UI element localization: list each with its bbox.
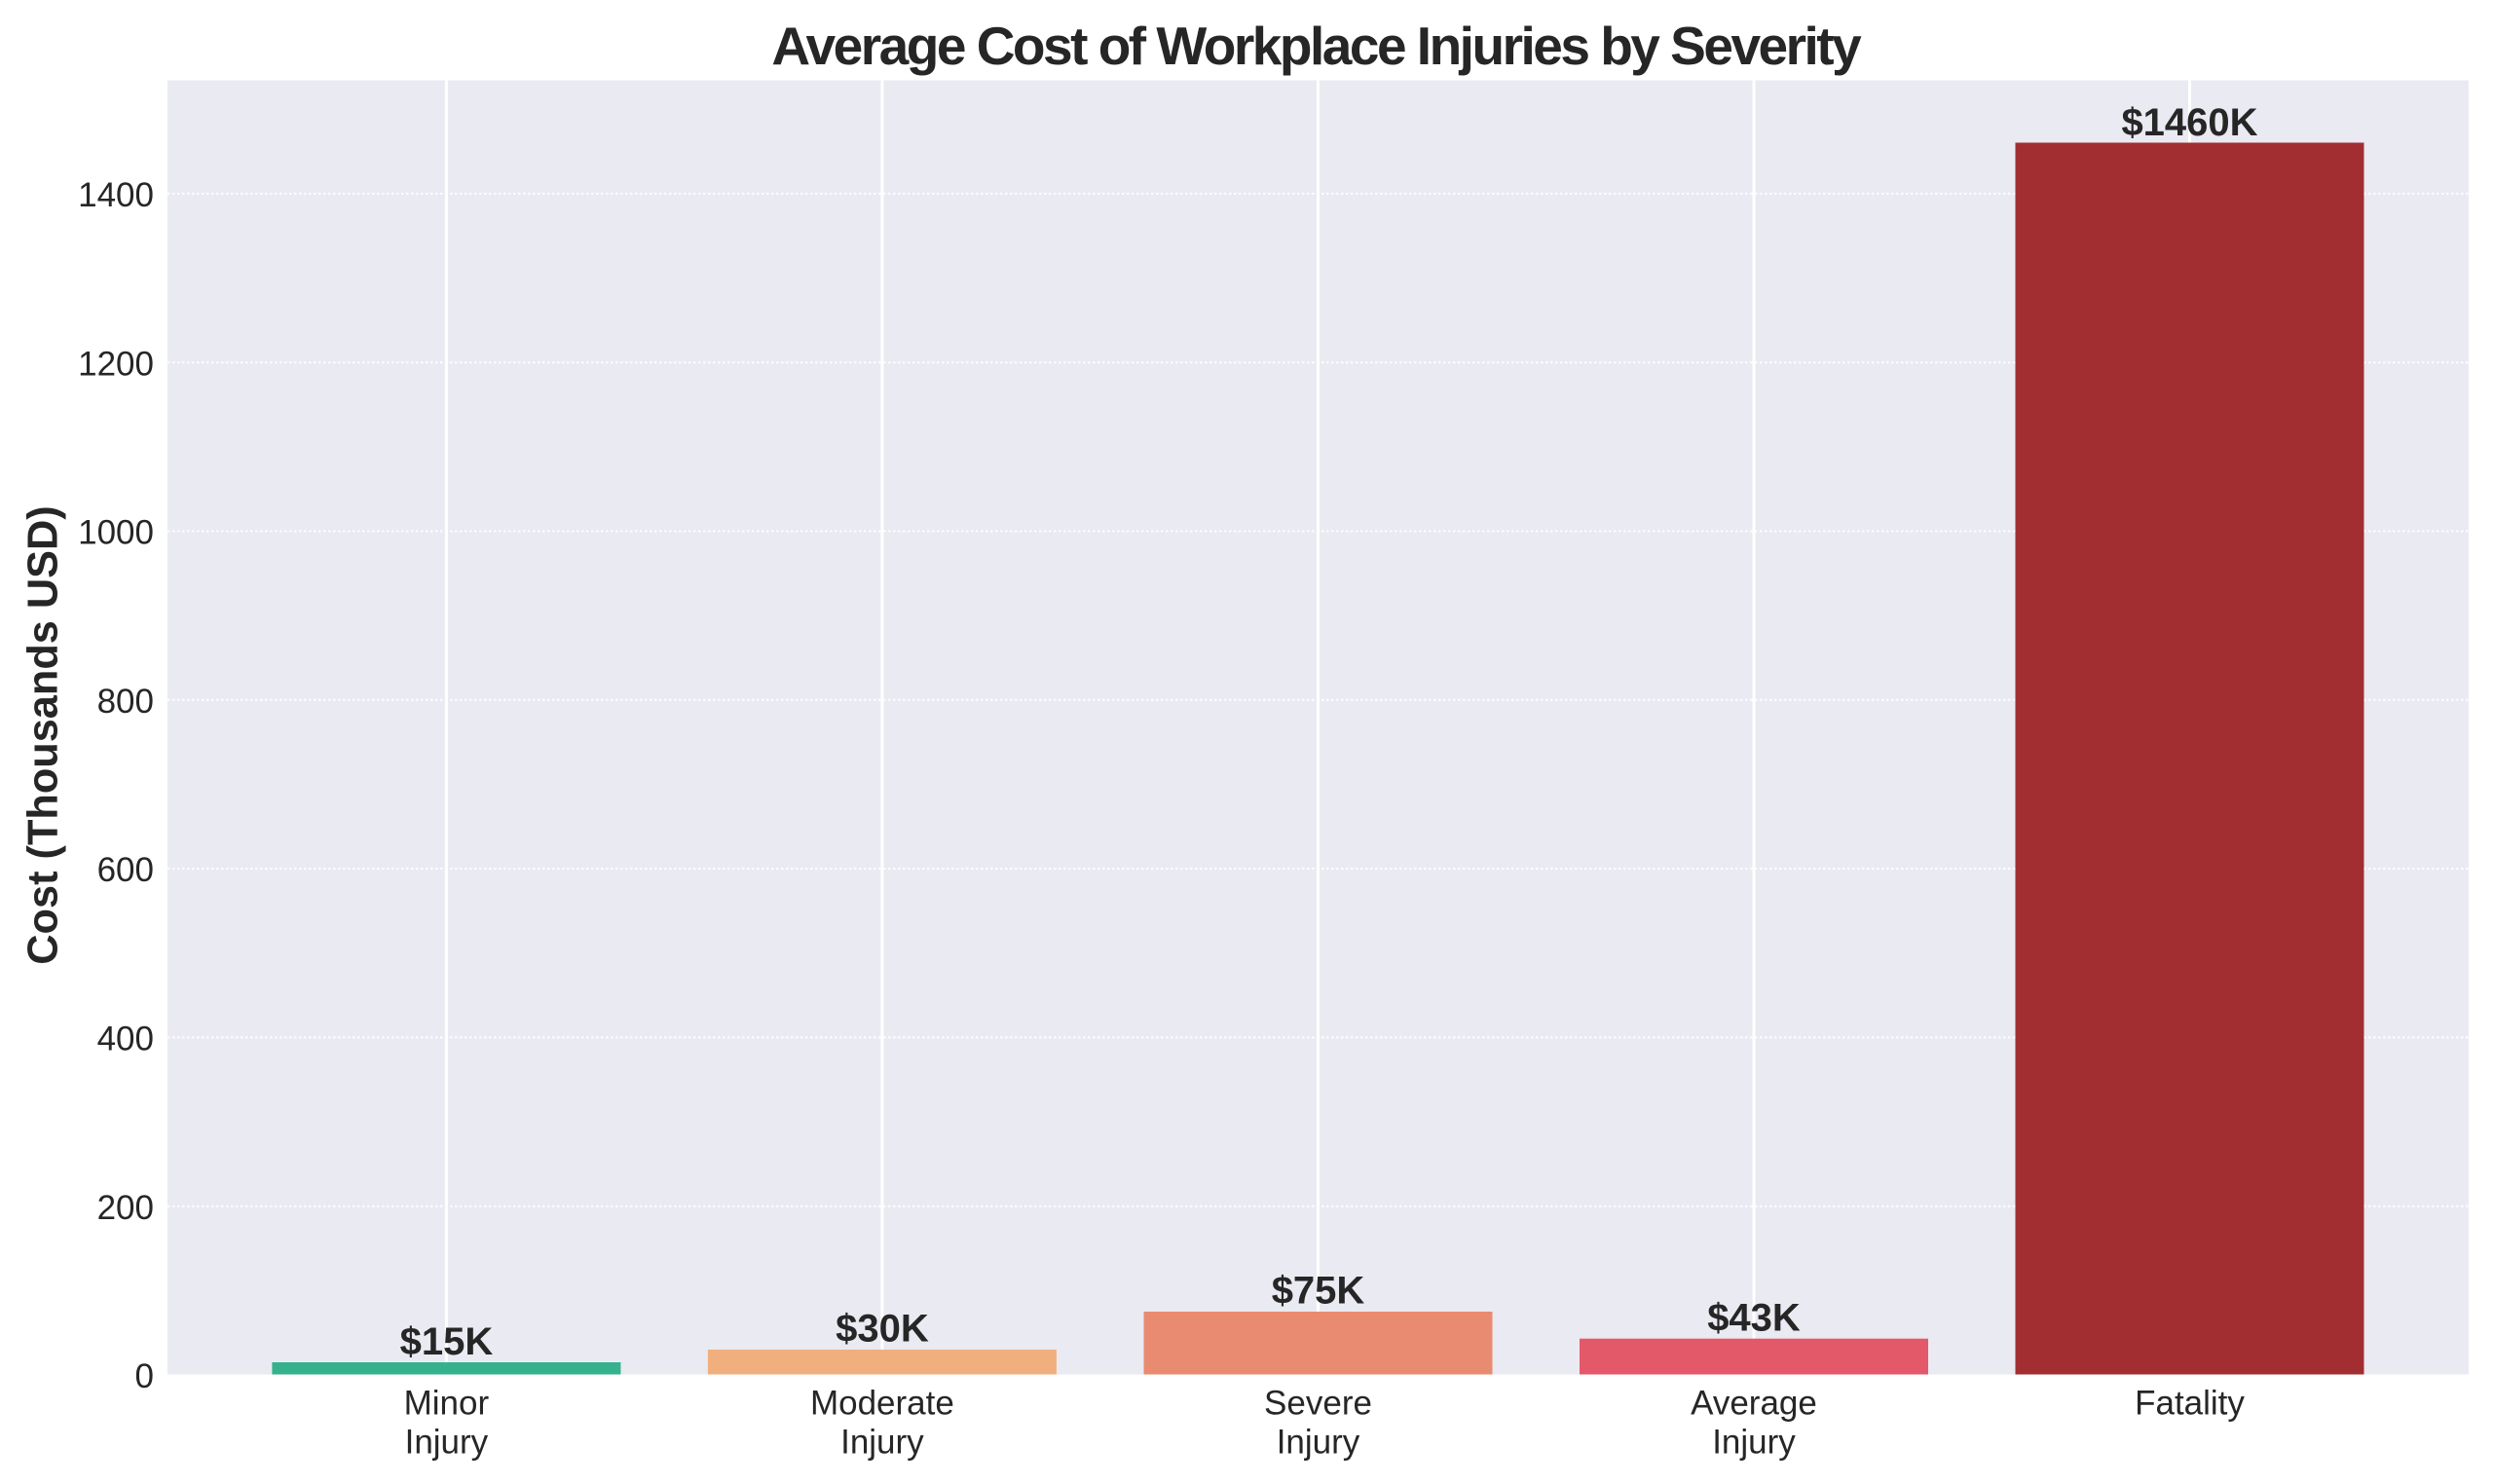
- svg-text:800: 800: [97, 683, 154, 721]
- svg-text:Fatality: Fatality: [2135, 1385, 2245, 1423]
- svg-text:$30K: $30K: [836, 1308, 929, 1351]
- svg-text:200: 200: [97, 1189, 154, 1227]
- svg-text:Average: Average: [1691, 1385, 1817, 1423]
- svg-text:$15K: $15K: [400, 1320, 494, 1363]
- svg-text:Moderate: Moderate: [810, 1385, 954, 1423]
- svg-text:Injury: Injury: [840, 1424, 924, 1462]
- svg-text:1200: 1200: [78, 345, 154, 383]
- svg-text:$43K: $43K: [1707, 1296, 1801, 1339]
- svg-text:$75K: $75K: [1272, 1270, 1365, 1313]
- svg-text:1000: 1000: [78, 514, 154, 552]
- svg-text:Severe: Severe: [1264, 1385, 1372, 1423]
- svg-text:0: 0: [135, 1357, 154, 1395]
- svg-text:Injury: Injury: [405, 1424, 489, 1462]
- svg-text:1400: 1400: [78, 176, 154, 214]
- svg-text:Average Cost of Workplace Inju: Average Cost of Workplace Injuries by Se…: [771, 16, 1862, 76]
- svg-text:Injury: Injury: [1712, 1424, 1796, 1462]
- svg-text:$1460K: $1460K: [2121, 101, 2257, 144]
- svg-text:Injury: Injury: [1277, 1424, 1360, 1462]
- svg-text:Cost (Thousands USD): Cost (Thousands USD): [20, 505, 67, 964]
- svg-text:400: 400: [97, 1020, 154, 1058]
- svg-text:600: 600: [97, 851, 154, 889]
- svg-text:Minor: Minor: [404, 1385, 490, 1423]
